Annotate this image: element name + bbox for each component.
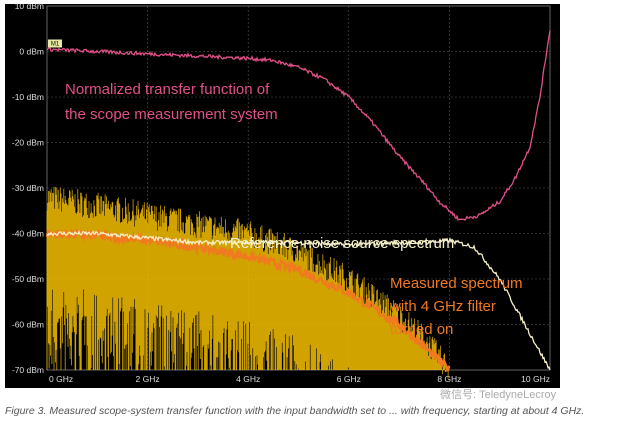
figure-caption: Figure 3. Measured scope-system transfer…	[5, 405, 585, 417]
x-tick-label: 0 GHz	[49, 374, 73, 384]
y-tick-label: 0 dBm	[19, 47, 44, 57]
series-line-2	[45, 226, 451, 372]
series-line-0	[46, 30, 551, 222]
annotation-label: turned on	[390, 321, 453, 338]
annotation-label: Normalized transfer function of	[65, 81, 270, 98]
y-tick-label: -40 dBm	[12, 229, 44, 239]
y-tick-label: -20 dBm	[12, 138, 44, 148]
y-tick-label: -70 dBm	[12, 365, 44, 375]
annotation-label: Measured spectrum	[390, 275, 523, 292]
x-tick-label: 10 GHz	[521, 374, 550, 384]
noise-band	[46, 186, 450, 379]
x-tick-label: 2 GHz	[136, 374, 160, 384]
y-tick-label: -30 dBm	[12, 183, 44, 193]
x-tick-label: 6 GHz	[337, 374, 361, 384]
y-tick-label: -10 dBm	[12, 92, 44, 102]
spectrum-chart: 10 dBm 0 dBm -10 dBm -20 dBm -30 dBm -40 dBm -…	[5, 4, 560, 388]
watermark: 微信号: TeledyneLecroy	[440, 389, 557, 401]
annotation-label: the scope measurement system	[65, 106, 278, 123]
x-tick-label: 8 GHz	[437, 374, 461, 384]
plot-frame	[46, 5, 551, 371]
y-tick-label: 10 dBm	[15, 4, 44, 11]
x-tick-label: 4 GHz	[236, 374, 260, 384]
series-line-1	[46, 229, 551, 371]
annotation-label: Reference noise source spectrum	[230, 235, 454, 252]
marker-m1-label: M1	[51, 42, 60, 48]
marker-m1-box	[48, 39, 62, 48]
annotation-label: with 4 GHz filter	[389, 298, 496, 315]
y-tick-label: -50 dBm	[12, 274, 44, 284]
y-tick-label: -60 dBm	[12, 320, 44, 330]
